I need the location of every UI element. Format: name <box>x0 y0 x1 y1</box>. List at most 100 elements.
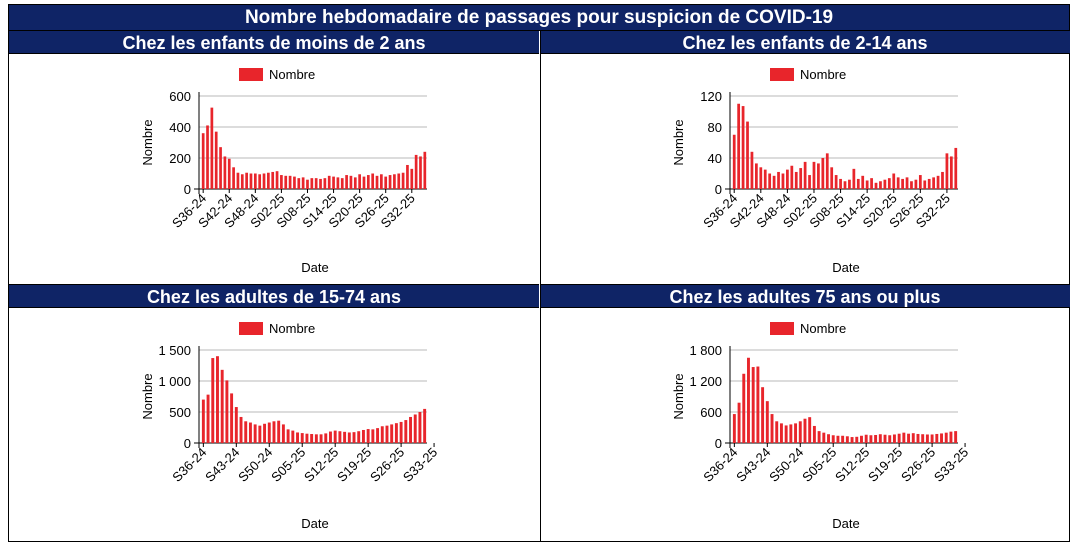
bar <box>388 175 392 189</box>
y-axis-title: Nombre <box>140 373 155 419</box>
bar <box>423 408 427 443</box>
bar <box>848 179 851 189</box>
bar <box>244 421 248 443</box>
bar <box>861 175 865 189</box>
y-tick-label: 0 <box>184 182 191 197</box>
y-tick-label: 40 <box>708 151 722 166</box>
bar <box>220 369 224 443</box>
y-tick-label: 400 <box>169 120 191 135</box>
bar <box>301 177 305 189</box>
bar <box>831 435 835 443</box>
bar <box>746 121 749 189</box>
bar <box>272 421 276 443</box>
bar <box>855 436 859 443</box>
bar <box>803 161 807 189</box>
bar <box>366 429 370 443</box>
bar <box>371 173 375 189</box>
bar <box>925 434 929 443</box>
bar <box>314 434 318 443</box>
bar <box>905 177 909 189</box>
bar <box>357 431 361 443</box>
bar <box>921 434 925 443</box>
bar <box>808 175 811 189</box>
y-axis-title: Nombre <box>140 119 155 165</box>
bar <box>409 416 412 443</box>
bar <box>366 175 370 189</box>
y-tick-label: 0 <box>184 436 191 451</box>
bar <box>361 429 365 443</box>
bar <box>954 431 958 443</box>
bar <box>845 436 849 443</box>
bar <box>223 156 227 189</box>
bar <box>911 433 915 443</box>
legend: Nombre <box>239 67 315 82</box>
bar <box>784 425 788 443</box>
bar <box>201 399 205 443</box>
panel-top-right: Chez les enfants de 2-14 ans Nombre 0 40 80… <box>540 30 1070 284</box>
bar <box>775 421 779 443</box>
bar <box>333 430 337 443</box>
bar <box>879 181 882 189</box>
bar <box>916 433 920 443</box>
y-tick-label: 0 <box>715 436 722 451</box>
bar <box>394 423 398 443</box>
bar <box>310 434 314 443</box>
bar <box>413 414 417 443</box>
bar <box>332 176 335 189</box>
bar <box>741 106 745 189</box>
y-tick-label: 600 <box>700 405 722 420</box>
bar <box>393 174 396 189</box>
bar <box>253 173 257 189</box>
bar <box>240 174 244 189</box>
bar <box>267 172 270 189</box>
bar <box>865 180 869 189</box>
y-tick-label: 1 500 <box>158 343 191 358</box>
bar <box>923 180 927 189</box>
bar <box>271 171 275 189</box>
bar <box>390 424 394 443</box>
bar <box>419 156 422 189</box>
x-tick-label: S12-25 <box>832 445 872 485</box>
bar <box>896 177 900 189</box>
bar <box>310 178 314 189</box>
x-tick-label: S12-25 <box>301 445 341 485</box>
bar <box>798 421 802 443</box>
panel-top-left: Chez les enfants de moins de 2 ans Nombr… <box>9 30 539 284</box>
bar <box>794 171 798 189</box>
bar <box>397 173 401 189</box>
bar <box>841 435 845 443</box>
y-axis-title: Nombre <box>671 119 686 165</box>
y-tick-label: 1 800 <box>689 343 722 358</box>
bar <box>296 432 299 443</box>
bar <box>932 177 936 189</box>
bar <box>324 433 328 443</box>
bar <box>236 172 240 189</box>
bar <box>293 176 296 189</box>
bar <box>406 164 409 189</box>
x-tick-label: S26-25 <box>367 445 407 485</box>
bar <box>234 407 238 443</box>
bar <box>216 356 219 443</box>
x-tick-label: S05-25 <box>799 445 839 485</box>
bar <box>754 163 758 189</box>
bar <box>874 182 878 189</box>
bar <box>314 178 318 189</box>
bar <box>751 367 755 443</box>
bar <box>765 401 769 443</box>
bar <box>239 416 243 443</box>
bar <box>756 366 760 443</box>
bar <box>822 432 826 443</box>
bar <box>201 133 205 189</box>
bar <box>850 437 854 443</box>
bar <box>856 178 860 189</box>
bar <box>230 393 234 443</box>
bar <box>789 424 793 443</box>
x-tick-label: S50-24 <box>235 445 275 485</box>
bar <box>211 358 215 443</box>
bar <box>949 431 953 443</box>
bar <box>319 178 322 189</box>
bar <box>935 433 939 443</box>
bar <box>864 434 868 443</box>
bar <box>362 176 366 189</box>
